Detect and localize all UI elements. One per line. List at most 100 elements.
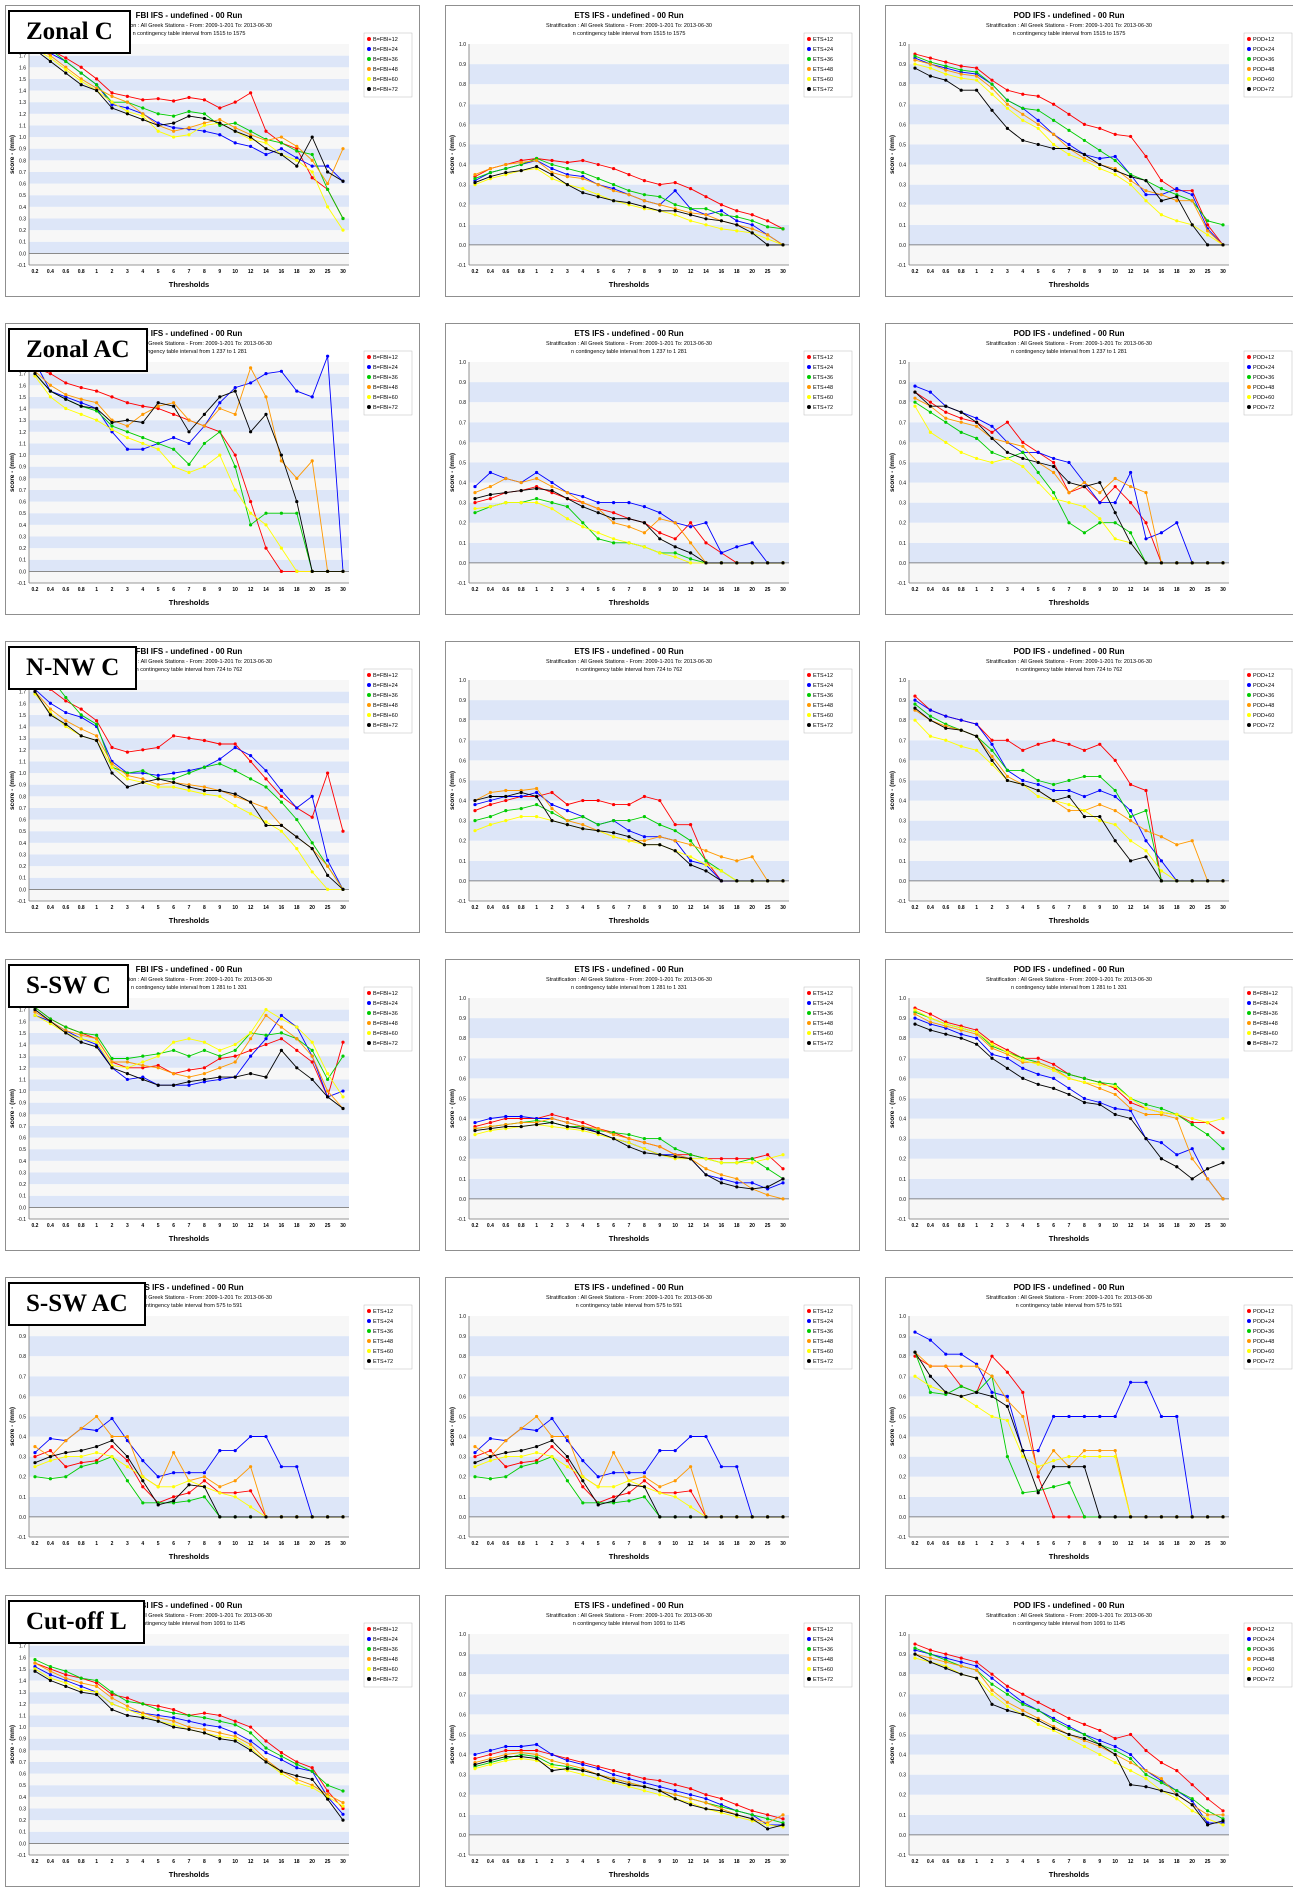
legend-marker bbox=[807, 395, 811, 399]
data-point bbox=[1175, 1797, 1179, 1801]
data-point bbox=[928, 66, 932, 70]
x-tick-label: 25 bbox=[765, 587, 771, 593]
data-point bbox=[488, 1477, 492, 1481]
grid-band bbox=[29, 749, 349, 762]
x-tick-label: 10 bbox=[232, 1541, 238, 1547]
chart-subtitle: Stratification : All Greek Stations - Fr… bbox=[546, 341, 712, 347]
x-tick-label: 1 bbox=[535, 587, 538, 593]
legend-marker bbox=[807, 1041, 811, 1045]
data-point bbox=[519, 1455, 523, 1459]
legend-entry: ETS+72 bbox=[813, 1677, 833, 1683]
data-point bbox=[944, 738, 948, 742]
x-tick-label: 7 bbox=[628, 1859, 631, 1865]
data-point bbox=[95, 1428, 99, 1433]
data-point bbox=[990, 742, 994, 746]
data-point bbox=[125, 1696, 129, 1700]
data-point bbox=[928, 430, 932, 434]
data-point bbox=[719, 1173, 723, 1177]
data-point bbox=[1144, 1785, 1148, 1789]
y-tick-label: 0.4 bbox=[459, 163, 466, 169]
data-point bbox=[1221, 1116, 1225, 1121]
data-point bbox=[689, 1157, 693, 1161]
legend-entry: ETS+48 bbox=[813, 703, 833, 709]
x-tick-label: 1 bbox=[535, 905, 538, 911]
x-tick-label: 14 bbox=[1143, 905, 1149, 911]
data-point bbox=[1144, 1515, 1148, 1519]
data-point bbox=[504, 1758, 508, 1763]
data-point bbox=[1159, 1110, 1163, 1115]
data-point bbox=[110, 1696, 114, 1700]
y-tick-label: 0.0 bbox=[19, 1841, 26, 1847]
x-tick-label: 10 bbox=[672, 905, 678, 911]
data-point bbox=[64, 1678, 68, 1683]
data-point bbox=[1190, 1177, 1194, 1181]
legend-entry: ETS+48 bbox=[813, 385, 833, 391]
data-point bbox=[187, 114, 191, 118]
legend-marker bbox=[1247, 87, 1251, 91]
data-point bbox=[913, 1642, 917, 1646]
legend-entry: B=FBI+36 bbox=[373, 375, 398, 381]
data-point bbox=[249, 1505, 253, 1509]
data-point bbox=[596, 1126, 600, 1131]
data-point bbox=[1144, 1773, 1148, 1777]
data-point bbox=[64, 397, 68, 401]
data-point bbox=[627, 835, 631, 839]
y-tick-label: 0.7 bbox=[459, 738, 466, 744]
data-point bbox=[781, 1181, 785, 1185]
data-point bbox=[341, 1095, 345, 1099]
data-point bbox=[1206, 879, 1210, 883]
data-point bbox=[735, 1809, 739, 1813]
data-point bbox=[1129, 1116, 1133, 1121]
data-point bbox=[233, 1515, 237, 1519]
y-tick-label: -0.1 bbox=[897, 581, 906, 587]
data-point bbox=[1113, 808, 1117, 813]
data-point bbox=[110, 1444, 114, 1449]
chart-subtitle: Stratification : All Greek Stations - Fr… bbox=[546, 23, 712, 29]
data-point bbox=[1221, 243, 1225, 247]
data-point bbox=[202, 1077, 206, 1082]
data-point bbox=[766, 1167, 770, 1171]
data-point bbox=[735, 879, 739, 883]
grid-band bbox=[469, 1038, 789, 1059]
y-tick-label: -0.1 bbox=[897, 1217, 906, 1223]
data-point bbox=[1144, 1769, 1148, 1773]
x-tick-label: 9 bbox=[1098, 1223, 1101, 1229]
data-point bbox=[1098, 1449, 1102, 1453]
data-point bbox=[990, 1394, 994, 1398]
x-tick-label: 2 bbox=[991, 1541, 994, 1547]
x-tick-label: 25 bbox=[765, 1859, 771, 1865]
chart-subtitle: n contingency table interval from 575 to… bbox=[576, 1303, 683, 1309]
data-point bbox=[1113, 154, 1117, 159]
data-point bbox=[519, 1750, 523, 1755]
x-tick-label: 0.6 bbox=[942, 1541, 949, 1547]
data-point bbox=[1067, 146, 1071, 151]
data-point bbox=[218, 1075, 222, 1079]
legend-entry: B=FBI+72 bbox=[1253, 1041, 1278, 1047]
legend-entry: POD+12 bbox=[1253, 355, 1274, 361]
legend-marker bbox=[1247, 1349, 1251, 1353]
x-tick-label: 0.6 bbox=[942, 905, 949, 911]
legend-entry: POD+72 bbox=[1253, 1359, 1274, 1365]
data-point bbox=[233, 1042, 237, 1047]
data-point bbox=[279, 135, 283, 139]
y-tick-label: 0.1 bbox=[19, 240, 26, 246]
data-point bbox=[704, 223, 708, 227]
data-point bbox=[202, 1727, 206, 1731]
data-point bbox=[1005, 1455, 1009, 1459]
x-tick-label: 4 bbox=[581, 905, 584, 911]
x-tick-label: 18 bbox=[294, 905, 300, 911]
data-point bbox=[488, 175, 492, 179]
x-tick-label: 9 bbox=[1098, 269, 1101, 275]
data-point bbox=[202, 1485, 206, 1489]
data-point bbox=[110, 420, 114, 425]
y-tick-label: 0.7 bbox=[459, 1692, 466, 1698]
data-point bbox=[928, 1020, 932, 1024]
data-point bbox=[689, 1793, 693, 1797]
data-point bbox=[928, 1384, 932, 1388]
data-point bbox=[249, 800, 253, 804]
data-point bbox=[781, 1177, 785, 1181]
data-point bbox=[913, 400, 917, 404]
grid-band bbox=[29, 1831, 349, 1844]
data-point bbox=[1067, 460, 1071, 465]
y-tick-label: 0.8 bbox=[19, 1748, 26, 1754]
